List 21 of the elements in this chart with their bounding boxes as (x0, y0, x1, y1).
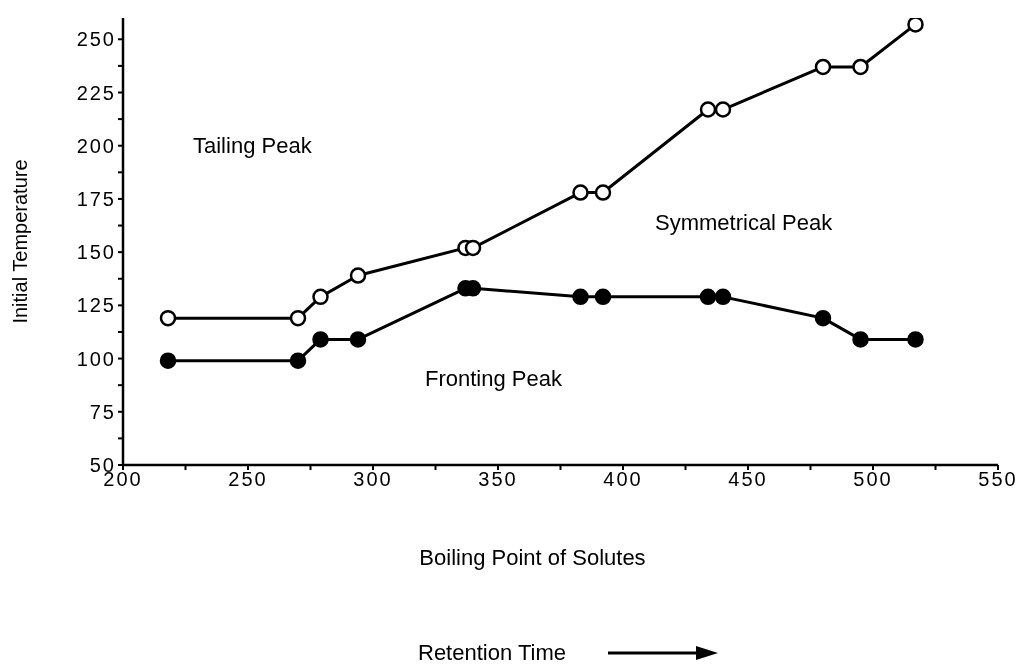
y-tick-label: 75 (89, 400, 116, 423)
annotation: Fronting Peak (425, 366, 562, 392)
x-tick-label: 350 (478, 468, 518, 491)
y-tick-label: 150 (76, 241, 116, 264)
x-tick-label: 500 (853, 468, 893, 491)
y-tick-label: 125 (76, 294, 116, 317)
x-tick-label: 550 (978, 468, 1018, 491)
x-tick-label: 450 (728, 468, 768, 491)
y-tick-label: 100 (76, 347, 116, 370)
x-tick-label: 400 (603, 468, 643, 491)
text: Retention Time (418, 640, 566, 665)
y-tick-label: 250 (76, 28, 116, 51)
y-axis-title: Initial Temperature (9, 159, 32, 324)
y-tick-label: 200 (76, 134, 116, 157)
y-tick-label: 225 (76, 81, 116, 104)
x-tick-label: 300 (353, 468, 393, 491)
y-tick-label: 175 (76, 188, 116, 211)
annotation: Symmetrical Peak (655, 210, 833, 236)
x-axis-title: Boiling Point of Solutes (418, 545, 647, 571)
x-tick-label: 250 (228, 468, 268, 491)
annotation: Tailing Peak (193, 133, 312, 159)
